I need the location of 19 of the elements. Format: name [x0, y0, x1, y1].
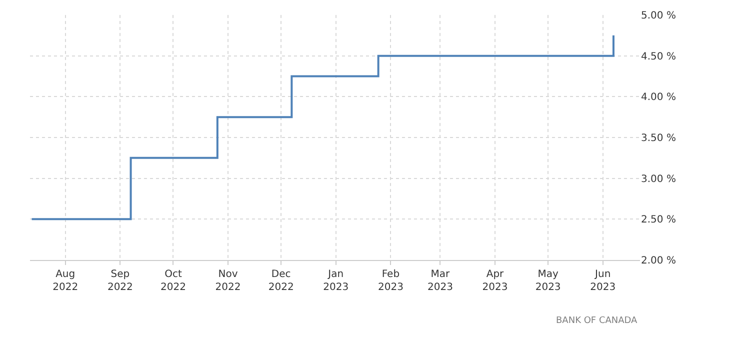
y-tick-label: 3.00 % — [641, 174, 676, 185]
text: BANK OF CANADA — [556, 316, 638, 326]
x-tick-label: Jan 2023 — [323, 269, 349, 293]
x-tick-label: May 2023 — [535, 269, 561, 293]
y-tick-label: 3.50 % — [641, 133, 676, 144]
x-tick-label: Oct 2022 — [160, 269, 186, 293]
x-tick-label: Sep 2022 — [107, 269, 133, 293]
y-tick-label: 4.00 % — [641, 92, 676, 104]
y-tick-label: 2.50 % — [641, 214, 676, 226]
x-tick-label: Jun 2023 — [590, 269, 616, 293]
y-tick-label: 4.50 % — [641, 51, 676, 62]
y-tick-label: 5.00 % — [641, 10, 676, 22]
x-tick-label: Nov 2022 — [215, 269, 241, 293]
x-tick-label: Feb 2023 — [378, 269, 404, 293]
y-tick-label: 2.00 % — [641, 256, 676, 266]
x-tick-label: Aug 2022 — [52, 269, 78, 293]
x-tick-label: Dec 2022 — [268, 269, 294, 293]
x-tick-label: Mar 2023 — [427, 269, 453, 293]
x-tick-label: Apr 2023 — [482, 269, 508, 293]
